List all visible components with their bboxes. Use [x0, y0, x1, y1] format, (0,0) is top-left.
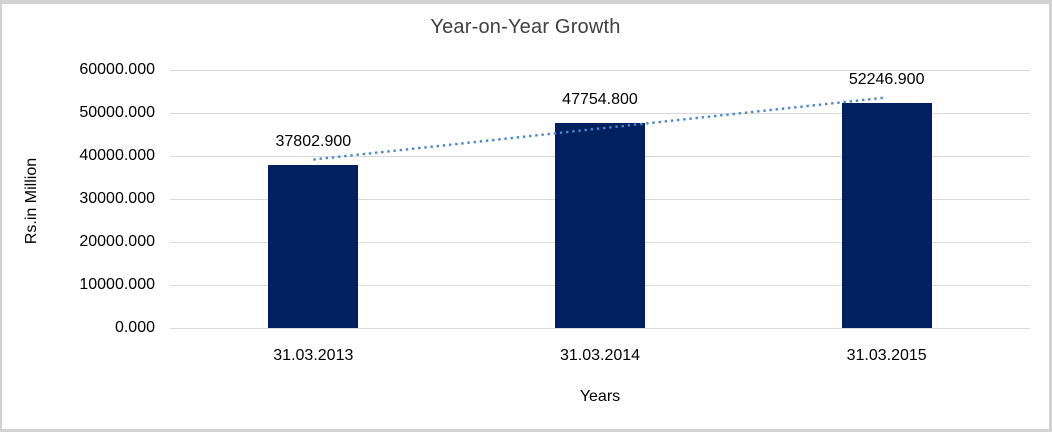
gridline	[170, 70, 1030, 71]
bar	[268, 165, 359, 328]
y-tick-label: 30000.000	[79, 190, 155, 207]
bar-value-label: 47754.800	[562, 90, 638, 108]
y-tick-label: 20000.000	[79, 233, 155, 250]
bar	[841, 103, 932, 328]
y-tick-label: 40000.000	[79, 147, 155, 164]
x-tick-label: 31.03.2015	[846, 347, 927, 364]
x-tick-label: 31.03.2014	[559, 347, 641, 364]
gridline	[170, 328, 1030, 329]
x-axis-title: Years	[579, 388, 621, 405]
chart-title: Year-on-Year Growth	[430, 16, 621, 38]
bar-value-label: 52246.900	[848, 71, 925, 89]
bar-value-label: 37802.900	[275, 133, 352, 151]
y-tick-label: 0.000	[114, 319, 155, 336]
y-tick-label: 50000.000	[79, 104, 155, 121]
y-axis-title: Rs.in Million	[23, 157, 40, 245]
y-tick-label: 10000.000	[79, 276, 155, 293]
y-tick-label: 60000.000	[79, 61, 155, 78]
x-tick-label: 31.03.2013	[273, 347, 354, 364]
bar	[555, 122, 645, 328]
